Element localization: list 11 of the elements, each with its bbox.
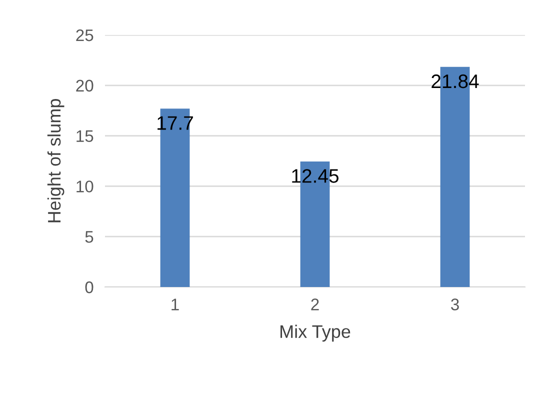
x-tick-label: 3 bbox=[451, 298, 459, 310]
y-axis-title: Height of slump bbox=[47, 99, 64, 222]
y-tick-label: 15 bbox=[76, 130, 94, 142]
y-tick-label: 0 bbox=[85, 281, 94, 294]
y-tick-label: 25 bbox=[76, 29, 94, 42]
y-tick-label: 20 bbox=[76, 80, 94, 92]
x-tick-label: 1 bbox=[172, 298, 179, 310]
y-tick-label: 10 bbox=[76, 180, 94, 192]
x-tick-label: 2 bbox=[311, 298, 319, 310]
x-axis-title: Mix Type bbox=[280, 324, 350, 342]
y-tick-label: 5 bbox=[85, 231, 94, 243]
